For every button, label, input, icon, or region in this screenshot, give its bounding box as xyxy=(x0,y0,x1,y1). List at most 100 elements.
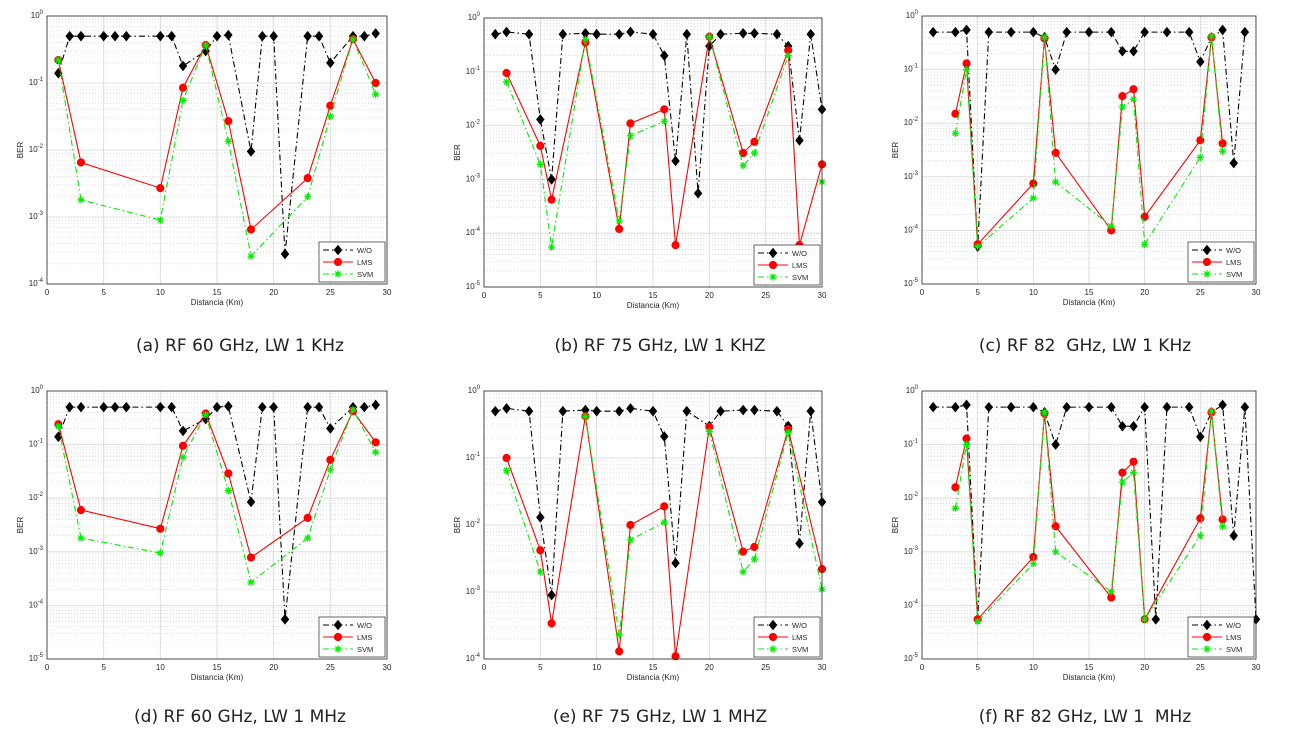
chart-a: 0 5 10 15 20 25 30 10-4 10-3 10-2 10-1 100 Distancia… xyxy=(16,10,392,307)
x-tick-label: 20 xyxy=(705,291,714,300)
data-point xyxy=(1184,401,1194,413)
data-point xyxy=(303,30,312,42)
legend-marker xyxy=(768,260,778,270)
data-point xyxy=(65,30,74,42)
axes-frame xyxy=(46,15,388,285)
y-axis-label: BER xyxy=(891,142,900,159)
x-tick-label: 30 xyxy=(383,288,392,297)
data-point xyxy=(1162,401,1172,413)
series-svm xyxy=(502,33,826,251)
data-point xyxy=(502,68,511,78)
legend-label: LMS xyxy=(357,258,372,267)
data-point xyxy=(1107,401,1116,413)
x-tick-label: 15 xyxy=(213,663,222,672)
y-tick-label: 100 xyxy=(31,10,44,20)
data-point xyxy=(246,496,256,508)
data-point xyxy=(536,546,545,555)
x-tick-label: 5 xyxy=(538,291,543,300)
data-point xyxy=(739,148,748,158)
data-point xyxy=(304,193,312,201)
data-point xyxy=(1084,401,1094,413)
legend-label: SVM xyxy=(792,645,808,654)
y-axis-label: BER xyxy=(891,517,900,534)
y-tick-label: 10-4 xyxy=(904,599,919,609)
data-point xyxy=(928,26,938,38)
data-point xyxy=(682,28,692,40)
y-axis-label: BER xyxy=(453,144,462,161)
x-tick-label: 25 xyxy=(1196,663,1205,672)
y-tick-label: 10-5 xyxy=(904,653,919,663)
data-point xyxy=(224,29,233,41)
x-tick-label: 30 xyxy=(818,291,827,300)
data-point xyxy=(1118,478,1126,486)
legend-label: W/O xyxy=(357,621,372,630)
y-axis-label: BER xyxy=(16,142,25,159)
data-point xyxy=(269,401,278,413)
data-point xyxy=(167,401,176,413)
y-tick-label: 10-3 xyxy=(904,171,919,181)
legend-marker xyxy=(1202,257,1212,267)
data-point xyxy=(951,483,960,492)
data-point xyxy=(615,647,624,656)
legend-marker xyxy=(333,632,343,642)
x-tick-label: 20 xyxy=(1140,288,1149,297)
data-point xyxy=(1129,45,1138,57)
data-point xyxy=(1118,92,1127,101)
axes-frame xyxy=(483,390,823,660)
data-point xyxy=(65,401,74,413)
data-point xyxy=(660,117,668,125)
data-point xyxy=(739,162,747,170)
data-point xyxy=(984,26,994,38)
series-line xyxy=(708,431,823,590)
x-tick-label: 5 xyxy=(101,663,106,672)
legend-label: SVM xyxy=(1226,270,1242,279)
legend: W/O LMS SVM xyxy=(753,616,821,658)
legend-marker xyxy=(1203,645,1211,653)
data-point xyxy=(167,30,176,42)
y-tick-label: 10-2 xyxy=(466,120,481,130)
data-point xyxy=(626,536,635,544)
legend: W/O LMS SVM xyxy=(318,241,386,283)
x-axis-label: Distancia (Km) xyxy=(1063,673,1116,682)
y-tick-label: 10-1 xyxy=(466,452,481,462)
data-point xyxy=(179,96,187,104)
data-point xyxy=(156,216,164,224)
data-point xyxy=(224,486,232,494)
data-point xyxy=(547,174,556,185)
legend-marker xyxy=(333,257,343,267)
data-point xyxy=(614,28,624,40)
data-point xyxy=(615,631,623,639)
data-point xyxy=(1229,530,1238,541)
data-point xyxy=(1140,26,1149,38)
legend-label: W/O xyxy=(792,621,807,630)
y-tick-label: 10-4 xyxy=(466,227,481,237)
y-tick-label: 10-4 xyxy=(29,599,44,609)
data-point xyxy=(951,401,960,413)
axes-frame xyxy=(921,15,1257,285)
data-point xyxy=(502,466,511,475)
data-point xyxy=(1006,26,1016,38)
data-point xyxy=(1218,139,1227,148)
series-wo xyxy=(491,403,827,601)
data-point xyxy=(1140,401,1149,413)
data-point xyxy=(202,411,210,419)
data-point xyxy=(224,137,232,145)
x-tick-label: 20 xyxy=(269,288,278,297)
data-point xyxy=(671,155,680,167)
data-point xyxy=(1207,32,1216,40)
y-tick-label: 10-1 xyxy=(904,64,919,74)
data-point xyxy=(371,399,380,411)
data-point xyxy=(110,401,120,413)
data-point xyxy=(716,28,725,40)
x-tick-label: 25 xyxy=(761,291,770,300)
data-point xyxy=(951,504,959,512)
data-point xyxy=(671,241,680,250)
x-tick-label: 15 xyxy=(649,291,658,300)
x-tick-label: 25 xyxy=(326,288,335,297)
data-point xyxy=(962,399,971,411)
data-point xyxy=(1129,420,1138,432)
data-point xyxy=(750,149,758,157)
data-point xyxy=(671,557,680,569)
legend-marker xyxy=(333,244,343,256)
legend-marker xyxy=(768,247,778,259)
